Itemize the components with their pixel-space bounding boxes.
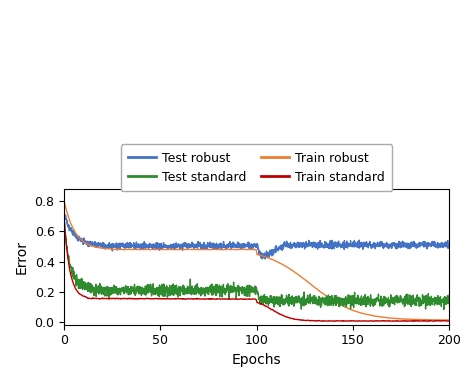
- Legend: Test robust, Test standard, Train robust, Train standard: Test robust, Test standard, Train robust…: [121, 144, 393, 191]
- X-axis label: Epochs: Epochs: [232, 353, 281, 367]
- Y-axis label: Error: Error: [15, 240, 29, 274]
